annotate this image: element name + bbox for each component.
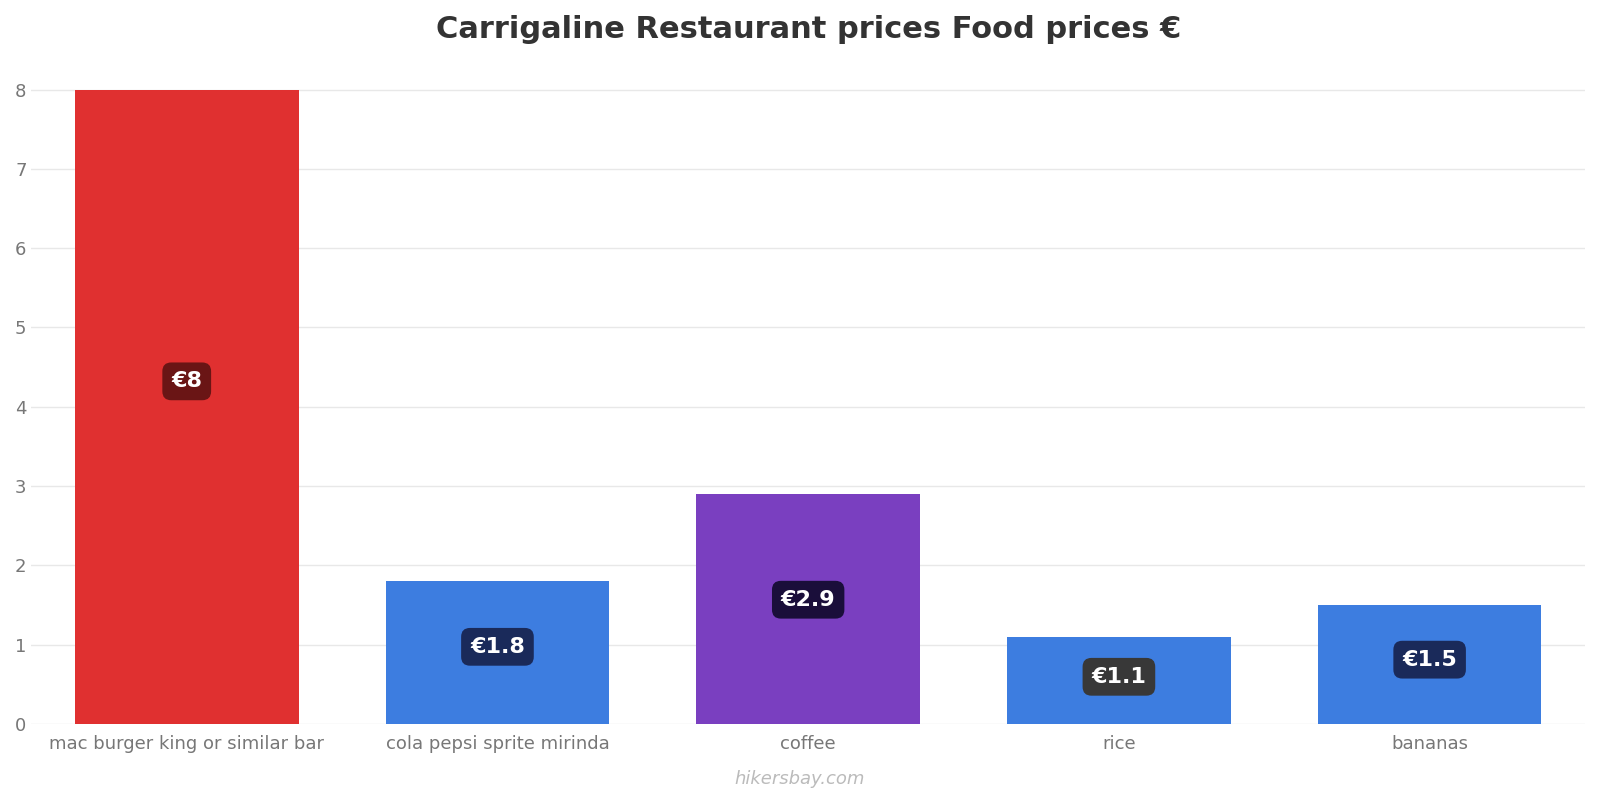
Text: €8: €8 [171, 371, 202, 391]
Title: Carrigaline Restaurant prices Food prices €: Carrigaline Restaurant prices Food price… [435, 15, 1181, 44]
Text: €1.8: €1.8 [470, 637, 525, 657]
Text: €2.9: €2.9 [781, 590, 835, 610]
Bar [1006, 637, 1230, 724]
Text: €1.5: €1.5 [1402, 650, 1458, 670]
Bar [75, 90, 299, 724]
Text: hikersbay.com: hikersbay.com [734, 770, 866, 788]
Text: €1.1: €1.1 [1091, 666, 1146, 686]
Bar [696, 494, 920, 724]
Bar [1318, 605, 1541, 724]
Bar [386, 581, 610, 724]
